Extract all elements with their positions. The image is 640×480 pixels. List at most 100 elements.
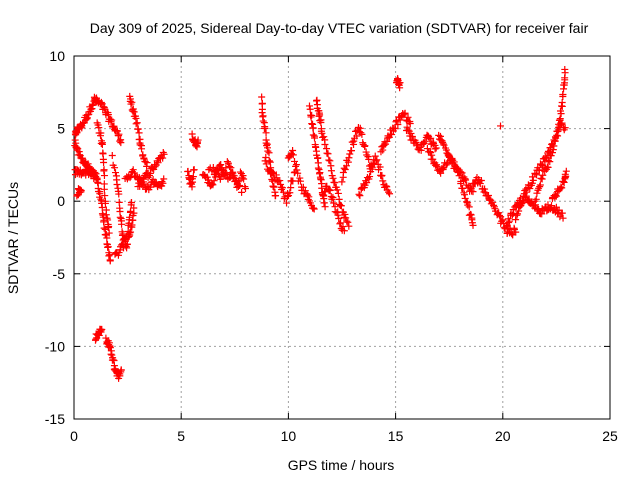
data-point <box>341 210 349 218</box>
data-point <box>559 90 567 98</box>
data-point <box>400 111 408 119</box>
data-point <box>272 171 280 179</box>
data-point <box>190 166 198 174</box>
data-point <box>383 137 391 145</box>
data-point <box>74 145 82 153</box>
data-point <box>100 185 108 193</box>
data-point <box>546 158 554 166</box>
data-point <box>460 191 468 199</box>
data-point <box>329 193 337 201</box>
data-point <box>262 160 270 168</box>
data-point <box>296 177 304 185</box>
data-point <box>184 168 192 176</box>
data-point <box>439 140 447 148</box>
data-point <box>481 185 489 193</box>
y-tick-label: -15 <box>45 411 65 427</box>
data-point <box>258 93 266 101</box>
data-point <box>320 133 328 141</box>
data-point <box>391 125 399 133</box>
data-point <box>342 214 350 222</box>
data-point <box>382 182 390 190</box>
data-point <box>496 211 504 219</box>
data-point <box>229 168 237 176</box>
data-point <box>87 105 95 113</box>
data-point <box>367 168 375 176</box>
data-point <box>286 189 294 197</box>
data-point <box>548 149 556 157</box>
data-point <box>100 218 108 226</box>
data-point <box>421 137 429 145</box>
data-point <box>287 184 295 192</box>
data-point <box>308 111 316 119</box>
tick-labels: 0 5 10 15 20 25 -15 -10 -5 0 5 10 <box>45 48 618 444</box>
data-point <box>327 167 335 175</box>
data-point <box>189 173 197 181</box>
data-point <box>558 98 566 106</box>
data-point <box>224 159 232 167</box>
data-point <box>116 372 124 380</box>
data-point <box>139 151 147 159</box>
data-point <box>557 183 565 191</box>
data-point <box>107 118 115 126</box>
data-point <box>292 162 300 170</box>
data-point <box>100 158 108 166</box>
data-point <box>407 130 415 138</box>
data-point <box>236 181 244 189</box>
data-point <box>118 220 126 228</box>
data-point <box>535 206 543 214</box>
data-point <box>428 151 436 159</box>
data-point <box>388 131 396 139</box>
data-point <box>96 190 104 198</box>
data-point <box>126 213 134 221</box>
data-point <box>537 174 545 182</box>
data-point <box>558 184 566 192</box>
data-point <box>467 211 475 219</box>
data-point <box>135 129 143 137</box>
data-point <box>310 205 318 213</box>
data-point <box>554 127 562 135</box>
data-point <box>108 116 116 124</box>
data-point <box>345 222 353 230</box>
data-point <box>320 191 328 199</box>
data-point <box>112 169 120 177</box>
data-point <box>113 127 121 135</box>
data-point <box>462 198 470 206</box>
data-point <box>88 101 96 109</box>
data-point <box>356 192 364 200</box>
data-point <box>226 163 234 171</box>
data-point <box>110 122 118 130</box>
data-point <box>289 151 297 159</box>
data-point <box>536 181 544 189</box>
x-tick-label: 10 <box>281 428 297 444</box>
data-point <box>258 99 266 107</box>
data-point <box>544 156 552 164</box>
data-point <box>517 200 525 208</box>
data-point <box>98 100 106 108</box>
data-point <box>394 120 402 128</box>
data-point <box>432 144 440 152</box>
data-point <box>469 221 477 229</box>
data-point <box>232 177 240 185</box>
data-point <box>321 141 329 149</box>
data-point <box>438 137 446 145</box>
data-point <box>309 124 317 132</box>
data-point <box>330 199 338 207</box>
data-point <box>363 151 371 159</box>
data-point <box>127 100 135 108</box>
x-tick-label: 25 <box>602 428 618 444</box>
data-point <box>120 244 128 252</box>
data-point <box>536 183 544 191</box>
data-point <box>505 217 513 225</box>
data-point <box>127 198 135 206</box>
data-point <box>116 207 124 215</box>
data-point <box>386 190 394 198</box>
y-tick-label: 5 <box>57 121 65 137</box>
data-point <box>105 223 113 231</box>
data-point <box>240 175 248 183</box>
data-point <box>552 192 560 200</box>
data-point <box>109 356 117 364</box>
x-tick-label: 20 <box>495 428 511 444</box>
data-point <box>314 164 322 172</box>
data-point <box>346 150 354 158</box>
data-point <box>339 223 347 231</box>
